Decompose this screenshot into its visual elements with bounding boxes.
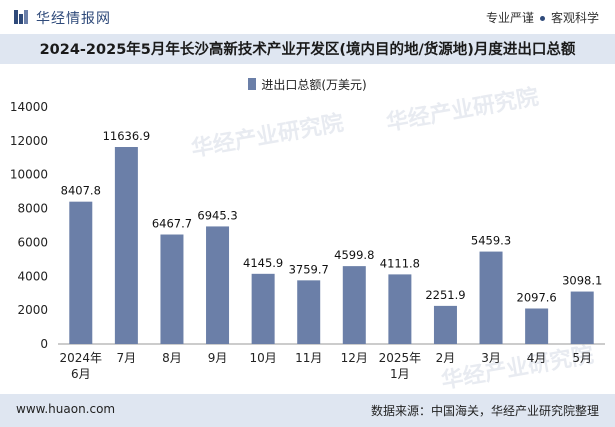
- bar: [525, 308, 549, 344]
- x-tick-label: 12月: [341, 351, 368, 365]
- data-label: 3098.1: [562, 274, 602, 288]
- bar: [251, 273, 275, 344]
- chart-legend: 进出口总额(万美元): [0, 76, 615, 93]
- data-label: 4599.8: [334, 248, 374, 262]
- bar: [342, 266, 366, 344]
- bar-chart: 0 2000 4000 6000 8000 10000 12000 14000 8407.8 20…: [10, 100, 605, 381]
- x-tick-label: 10月: [249, 351, 276, 365]
- data-label: 4145.9: [243, 256, 283, 270]
- bar: [433, 305, 457, 344]
- x-tick-label: 6月: [71, 367, 91, 381]
- x-tick-label: 2025年: [379, 351, 422, 365]
- bar: [69, 201, 93, 344]
- footer: www.huaon.com 数据来源：中国海关，华经产业研究院整理: [0, 394, 615, 427]
- legend-label: 进出口总额(万美元): [261, 78, 367, 92]
- y-tick-label: 12000: [10, 134, 48, 148]
- legend-swatch: [248, 78, 257, 90]
- y-tick-label: 4000: [17, 269, 48, 283]
- tagline-dot-icon: [539, 16, 545, 21]
- bar: [570, 291, 594, 344]
- data-label: 6467.7: [152, 217, 192, 231]
- data-label: 3759.7: [289, 262, 329, 276]
- bar: [388, 274, 412, 344]
- brand-logo-icon: [14, 10, 28, 24]
- x-tick-label: 2月: [436, 351, 456, 365]
- x-tick-label: 4月: [527, 351, 547, 365]
- x-tick-label: 7月: [117, 351, 137, 365]
- title-band: 2024-2025年5月年长沙高新技术产业开发区(境内目的地/货源地)月度进出口…: [0, 34, 615, 64]
- data-label: 8407.8: [61, 184, 101, 198]
- tagline-left: 专业严谨: [485, 11, 534, 25]
- tagline: 专业严谨 客观科学: [486, 9, 599, 26]
- bar: [297, 280, 321, 344]
- data-label: 2251.9: [425, 288, 465, 302]
- data-label: 5459.3: [471, 234, 511, 248]
- bar: [160, 234, 184, 344]
- x-tick-label: 8月: [162, 351, 182, 365]
- x-tick-label: 5月: [572, 351, 592, 365]
- x-tick-label: 9月: [208, 351, 228, 365]
- x-tick-label: 3月: [481, 351, 501, 365]
- data-label: 6945.3: [197, 208, 237, 222]
- y-tick-label: 10000: [10, 168, 48, 182]
- y-tick-label: 6000: [17, 235, 48, 249]
- data-label: 2097.6: [517, 290, 557, 304]
- bar: [206, 226, 230, 344]
- bar: [479, 251, 503, 344]
- x-tick-label: 1月: [390, 367, 410, 381]
- x-tick-label: 2024年: [60, 351, 103, 365]
- tagline-right: 客观科学: [550, 11, 599, 25]
- chart-title: 2024-2025年5月年长沙高新技术产业开发区(境内目的地/货源地)月度进出口…: [39, 42, 576, 58]
- y-tick-label: 8000: [17, 202, 48, 216]
- y-tick-label: 14000: [10, 100, 48, 114]
- y-tick-label: 0: [40, 337, 48, 351]
- bar: [114, 147, 138, 344]
- y-tick-label: 2000: [17, 303, 48, 317]
- footer-site[interactable]: www.huaon.com: [16, 402, 116, 416]
- data-label: 11636.9: [103, 129, 151, 143]
- x-tick-label: 11月: [295, 351, 322, 365]
- top-bar: 华经情报网 专业严谨 客观科学: [0, 0, 615, 34]
- footer-source: 数据来源：中国海关，华经产业研究院整理: [370, 404, 599, 418]
- data-label: 4111.8: [380, 256, 420, 270]
- brand-name: 华经情报网: [36, 11, 111, 27]
